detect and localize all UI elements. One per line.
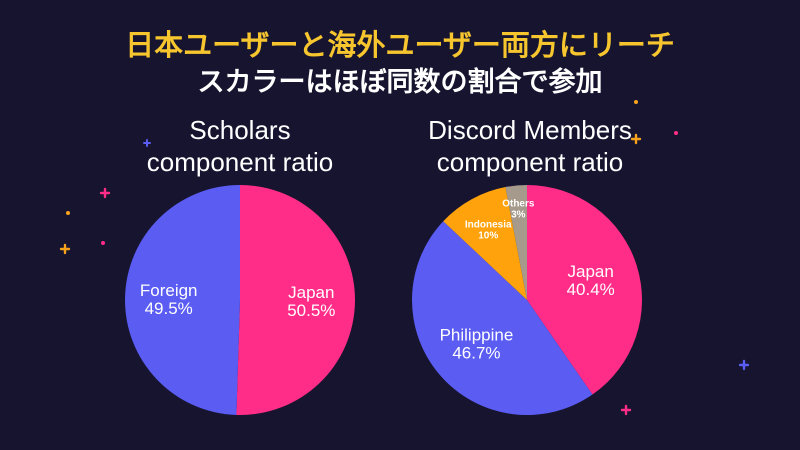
slice-label-japan: Japan xyxy=(288,283,334,302)
sparkle-icon xyxy=(620,404,632,416)
slice-value-philippine: 46.7% xyxy=(452,343,500,362)
discord-chart-title-line-1: Discord Members xyxy=(428,115,632,145)
pie-slice-others xyxy=(505,185,527,300)
slice-label-philippine: Philippine xyxy=(440,325,514,344)
sparkle-icon xyxy=(143,139,151,147)
slice-value-indonesia: 10% xyxy=(478,230,498,241)
discord-chart-title: Discord Members component ratio xyxy=(400,114,660,178)
slice-label-foreign: Foreign xyxy=(140,281,198,300)
scholars-chart-title: Scholars component ratio xyxy=(130,114,350,178)
pie-slice-philippine xyxy=(412,221,593,415)
sparkle-icon xyxy=(59,243,71,255)
pie-slice-indonesia xyxy=(443,187,527,300)
dot-icon xyxy=(634,100,638,104)
slice-value-others: 3% xyxy=(511,209,526,220)
pie-slice-foreign xyxy=(125,185,240,415)
slice-label-japan: Japan xyxy=(568,262,614,281)
sparkle-icon xyxy=(99,187,111,199)
dot-icon xyxy=(674,131,678,135)
slice-value-japan: 40.4% xyxy=(567,280,615,299)
pie-slice-japan xyxy=(236,185,356,415)
dot-icon xyxy=(66,211,70,215)
scholars-chart-title-line-2: component ratio xyxy=(146,147,334,177)
slice-value-japan: 50.5% xyxy=(287,301,335,320)
scholars-chart-title-line-1: Scholars xyxy=(189,115,291,145)
dot-icon xyxy=(101,241,105,245)
slice-label-others: Others xyxy=(502,198,535,209)
sparkle-icon xyxy=(630,133,642,145)
pie-slice-japan xyxy=(527,185,642,395)
slice-value-foreign: 49.5% xyxy=(145,299,193,318)
discord-chart-title-line-2: component ratio xyxy=(436,147,624,177)
headline-primary: 日本ユーザーと海外ユーザー両方にリーチ xyxy=(125,28,675,62)
sparkle-icon xyxy=(738,359,750,371)
headline-secondary: スカラーはほぼ同数の割合で参加 xyxy=(197,67,603,98)
slice-label-indonesia: Indonesia xyxy=(465,219,512,230)
